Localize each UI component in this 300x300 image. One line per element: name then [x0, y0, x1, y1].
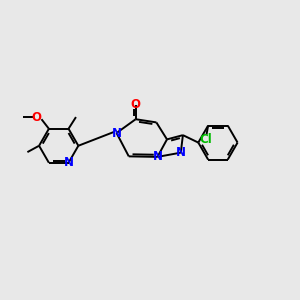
Text: N: N	[112, 127, 122, 140]
Text: O: O	[32, 111, 42, 124]
Text: Cl: Cl	[200, 134, 212, 146]
Text: O: O	[131, 98, 141, 111]
Text: N: N	[152, 150, 162, 164]
Text: N: N	[176, 146, 186, 159]
Text: N: N	[64, 156, 74, 169]
